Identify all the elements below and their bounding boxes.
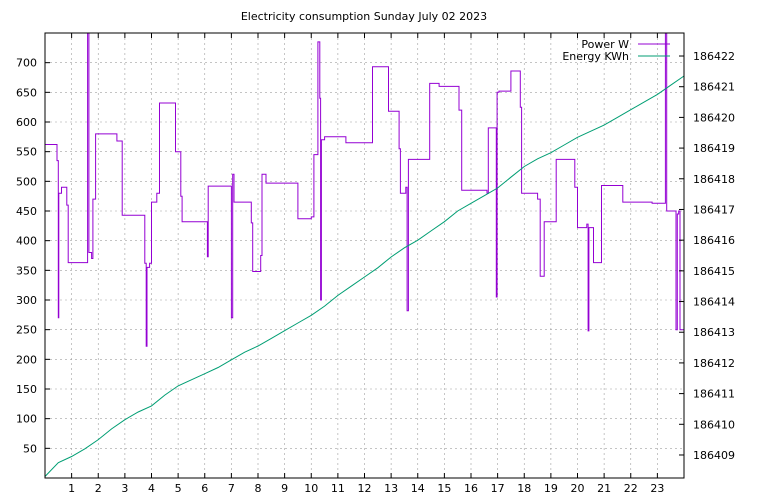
y-right-tick-label: 186422	[693, 50, 735, 63]
y-left-tick-label: 200	[16, 353, 37, 366]
y-left-tick-label: 600	[16, 116, 37, 129]
x-tick-label: 6	[201, 482, 208, 495]
y-left-tick-label: 350	[16, 264, 37, 277]
x-tick-label: 16	[464, 482, 478, 495]
y-right-tick-label: 186417	[693, 203, 735, 216]
x-tick-label: 22	[624, 482, 638, 495]
y-right-tick-label: 186421	[693, 81, 735, 94]
y-left-tick-label: 150	[16, 383, 37, 396]
y-right-tick-label: 186412	[693, 357, 735, 370]
y-right-tick-label: 186409	[693, 449, 735, 462]
y-right-tick-label: 186415	[693, 265, 735, 278]
x-tick-label: 10	[304, 482, 318, 495]
y-left-tick-label: 500	[16, 175, 37, 188]
y-left-tick-label: 50	[23, 442, 37, 455]
axis-ticks: 1 2 3 4 5 6 7 8 9 10 11 12 13 14 15 16 17 18 19 20 21 22 23501…	[16, 33, 735, 495]
x-tick-label: 13	[384, 482, 398, 495]
x-tick-label: 7	[228, 482, 235, 495]
y-left-tick-label: 550	[16, 146, 37, 159]
y-left-tick-label: 700	[16, 57, 37, 70]
x-tick-label: 19	[544, 482, 558, 495]
x-tick-label: 2	[95, 482, 102, 495]
x-tick-label: 17	[491, 482, 505, 495]
x-tick-label: 9	[281, 482, 288, 495]
x-tick-label: 14	[411, 482, 425, 495]
y-left-tick-label: 400	[16, 235, 37, 248]
y-right-tick-label: 186414	[693, 296, 735, 309]
y-left-tick-label: 100	[16, 413, 37, 426]
legend-label-0: Power W	[581, 38, 629, 51]
x-tick-label: 4	[148, 482, 155, 495]
series-line-0	[45, 32, 684, 347]
legend-label-1: Energy KWh	[562, 50, 629, 63]
x-tick-label: 1	[68, 482, 75, 495]
x-tick-label: 18	[517, 482, 531, 495]
x-tick-label: 15	[437, 482, 451, 495]
y-left-tick-label: 650	[16, 86, 37, 99]
y-left-tick-label: 450	[16, 205, 37, 218]
x-tick-label: 8	[255, 482, 262, 495]
y-right-tick-label: 186420	[693, 111, 735, 124]
x-tick-label: 20	[571, 482, 585, 495]
x-tick-label: 11	[331, 482, 345, 495]
series-line-1	[44, 75, 685, 477]
y-right-tick-label: 186410	[693, 418, 735, 431]
y-left-tick-label: 250	[16, 324, 37, 337]
x-tick-label: 12	[358, 482, 372, 495]
y-right-tick-label: 186419	[693, 142, 735, 155]
x-tick-label: 21	[597, 482, 611, 495]
x-tick-label: 5	[175, 482, 182, 495]
x-tick-label: 23	[650, 482, 664, 495]
y-left-tick-label: 300	[16, 294, 37, 307]
y-right-tick-label: 186411	[693, 388, 735, 401]
chart-title: Electricity consumption Sunday July 02 2…	[241, 10, 487, 23]
y-right-tick-label: 186418	[693, 173, 735, 186]
series-layer	[44, 32, 685, 477]
y-right-tick-label: 186416	[693, 234, 735, 247]
x-tick-label: 3	[121, 482, 128, 495]
y-right-tick-label: 186413	[693, 326, 735, 339]
